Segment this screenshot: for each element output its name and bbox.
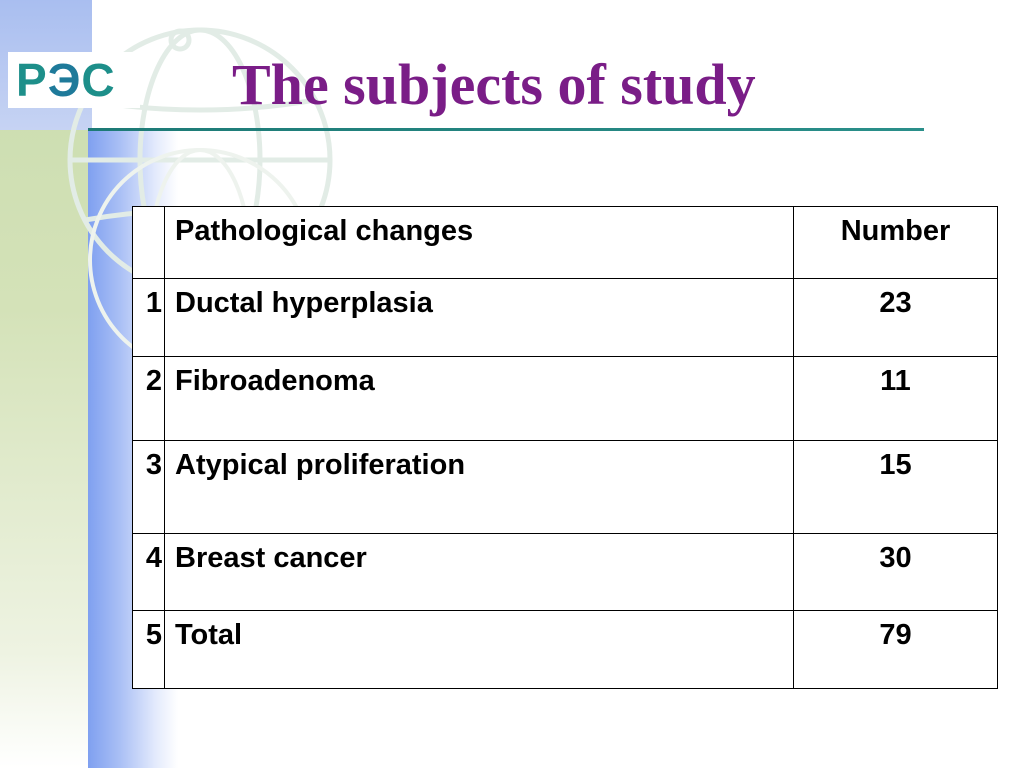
table-row: 4 Breast cancer 30 [132, 533, 998, 611]
subjects-table: Pathological changes Number 1 Ductal hyp… [132, 206, 998, 689]
row-number: 11 [793, 356, 998, 441]
row-change: Atypical proliferation [164, 440, 794, 534]
row-change: Fibroadenoma [164, 356, 794, 441]
row-index: 1 [132, 278, 165, 357]
logo: РЭС [8, 52, 140, 108]
row-change: Ductal hyperplasia [164, 278, 794, 357]
row-change: Total [164, 610, 794, 689]
row-number: 79 [793, 610, 998, 689]
logo-text: РЭС [16, 54, 116, 106]
row-index: 2 [132, 356, 165, 441]
header-number: Number [793, 206, 998, 279]
row-change: Breast cancer [164, 533, 794, 611]
table-row: 2 Fibroadenoma 11 [132, 356, 998, 441]
row-index: 4 [132, 533, 165, 611]
row-number: 23 [793, 278, 998, 357]
title-underline [88, 128, 924, 131]
row-index: 5 [132, 610, 165, 689]
table-row: 5 Total 79 [132, 610, 998, 689]
header-index-cell [132, 206, 165, 279]
row-number: 15 [793, 440, 998, 534]
table-row: 1 Ductal hyperplasia 23 [132, 278, 998, 357]
table-row: 3 Atypical proliferation 15 [132, 440, 998, 534]
row-number: 30 [793, 533, 998, 611]
header-pathological-changes: Pathological changes [164, 206, 794, 279]
table-header-row: Pathological changes Number [132, 206, 998, 279]
row-index: 3 [132, 440, 165, 534]
page-title: The subjects of study [232, 52, 756, 117]
